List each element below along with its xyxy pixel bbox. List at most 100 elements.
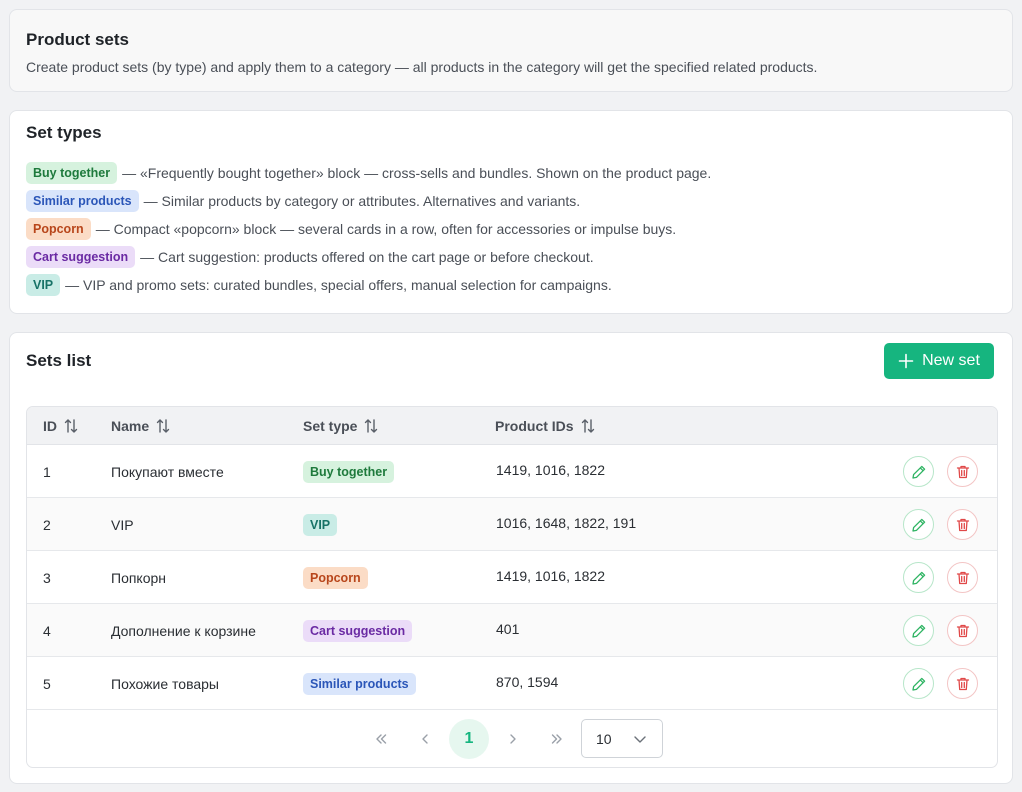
cell-name: Попкорн	[111, 569, 167, 586]
set-type-item: VIP — VIP and promo sets: curated bundle…	[26, 274, 612, 296]
delete-button[interactable]	[947, 668, 978, 699]
type-badge-buy-together: Buy together	[303, 460, 395, 483]
column-header-id[interactable]: ID	[43, 407, 79, 445]
page-size-select[interactable]: 10	[581, 719, 663, 758]
cell-set-type: Cart suggestion	[303, 604, 413, 657]
column-header-product-ids[interactable]: Product IDs	[495, 407, 596, 445]
sets-list-card: Sets list New set ID Name Set type	[9, 332, 1013, 784]
pencil-icon	[911, 677, 925, 691]
chevron-down-icon	[634, 735, 646, 743]
pencil-icon	[911, 571, 925, 585]
type-badge-popcorn: Popcorn	[303, 566, 368, 589]
delete-button[interactable]	[947, 456, 978, 487]
cell-product-ids: 1016, 1648, 1822, 191	[496, 515, 637, 531]
plus-icon	[898, 353, 914, 369]
sort-icon	[365, 419, 378, 433]
column-label: Name	[111, 418, 150, 434]
trash-icon	[956, 518, 969, 531]
type-badge-similar-products: Similar products	[26, 190, 139, 212]
set-type-item: Similar products — Similar products by c…	[26, 190, 580, 212]
column-label: ID	[43, 418, 57, 434]
edit-button[interactable]	[903, 456, 934, 487]
cell-id: 3	[43, 569, 51, 586]
cell-set-type: Buy together	[303, 445, 395, 498]
new-set-label: New set	[922, 352, 980, 369]
edit-button[interactable]	[903, 562, 934, 593]
column-label: Set type	[303, 418, 358, 434]
page-description: Create product sets (by type) and apply …	[26, 59, 818, 75]
cell-id: 5	[43, 675, 51, 692]
sort-icon	[581, 419, 594, 433]
chevron-right-icon	[510, 734, 516, 744]
table-header: ID Name Set type Product IDs	[27, 407, 997, 445]
cell-product-ids: 1419, 1016, 1822	[496, 568, 605, 584]
type-description: — «Frequently bought together» block — c…	[122, 165, 712, 181]
sets-table: ID Name Set type Product IDs	[26, 406, 998, 768]
chevrons-right-icon	[551, 734, 562, 744]
next-page-button[interactable]	[493, 719, 533, 759]
page-size-value: 10	[596, 730, 612, 747]
cell-set-type: Popcorn	[303, 551, 368, 604]
trash-icon	[956, 624, 969, 637]
delete-button[interactable]	[947, 615, 978, 646]
type-description: — Similar products by category or attrib…	[143, 193, 581, 209]
cell-name: VIP	[111, 516, 134, 533]
cell-id: 2	[43, 516, 51, 533]
chevrons-left-icon	[376, 734, 387, 744]
sort-icon	[64, 419, 78, 433]
sets-list-title: Sets list	[26, 351, 92, 370]
cell-name: Дополнение к корзине	[111, 622, 256, 639]
edit-button[interactable]	[903, 615, 934, 646]
type-badge-cart-suggestion: Cart suggestion	[26, 246, 136, 268]
cell-name: Покупают вместе	[111, 463, 224, 480]
last-page-button[interactable]	[537, 719, 577, 759]
set-type-item: Buy together — «Frequently bought togeth…	[26, 162, 711, 184]
intro-card: Product sets Create product sets (by typ…	[9, 9, 1013, 92]
new-set-button[interactable]: New set	[884, 343, 994, 379]
prev-page-button[interactable]	[405, 719, 445, 759]
type-description: — Cart suggestion: products offered on t…	[140, 249, 594, 265]
type-description: — Compact «popcorn» block — several card…	[95, 221, 677, 237]
table-row: 4 Дополнение к корзине Cart suggestion 4…	[27, 604, 997, 657]
cell-set-type: VIP	[303, 498, 338, 551]
first-page-button[interactable]	[361, 719, 401, 759]
cell-id: 1	[43, 463, 51, 480]
trash-icon	[956, 465, 969, 478]
set-type-item: Popcorn — Compact «popcorn» block — seve…	[26, 218, 676, 240]
cell-product-ids: 401	[496, 621, 520, 637]
type-badge-cart-suggestion: Cart suggestion	[303, 619, 413, 642]
sort-icon	[156, 419, 170, 433]
cell-name: Похожие товары	[111, 675, 219, 692]
column-header-name[interactable]: Name	[111, 407, 171, 445]
type-badge-similar-products: Similar products	[303, 672, 416, 695]
column-header-set-type[interactable]: Set type	[303, 407, 379, 445]
cell-id: 4	[43, 622, 51, 639]
edit-button[interactable]	[903, 668, 934, 699]
edit-button[interactable]	[903, 509, 934, 540]
delete-button[interactable]	[947, 562, 978, 593]
pencil-icon	[911, 624, 925, 638]
type-badge-vip: VIP	[303, 513, 338, 536]
page-title: Product sets	[26, 30, 129, 49]
trash-icon	[956, 677, 969, 690]
table-row: 1 Покупают вместе Buy together 1419, 101…	[27, 445, 997, 498]
set-types-title: Set types	[26, 123, 102, 142]
cell-product-ids: 1419, 1016, 1822	[496, 462, 605, 478]
page-button-current[interactable]: 1	[449, 719, 489, 759]
table-row: 5 Похожие товары Similar products 870, 1…	[27, 657, 997, 710]
type-badge-buy-together: Buy together	[26, 162, 118, 184]
column-label: Product IDs	[495, 418, 574, 434]
trash-icon	[956, 571, 969, 584]
chevron-left-icon	[422, 734, 428, 744]
table-row: 3 Попкорн Popcorn 1419, 1016, 1822	[27, 551, 997, 604]
pencil-icon	[911, 465, 925, 479]
delete-button[interactable]	[947, 509, 978, 540]
cell-set-type: Similar products	[303, 657, 416, 710]
set-type-item: Cart suggestion — Cart suggestion: produ…	[26, 246, 594, 268]
type-badge-popcorn: Popcorn	[26, 218, 91, 240]
type-description: — VIP and promo sets: curated bundles, s…	[65, 277, 612, 293]
table-row: 2 VIP VIP 1016, 1648, 1822, 191	[27, 498, 997, 551]
cell-product-ids: 870, 1594	[496, 674, 559, 690]
type-badge-vip: VIP	[26, 274, 61, 296]
pagination: 1 10	[27, 710, 997, 767]
